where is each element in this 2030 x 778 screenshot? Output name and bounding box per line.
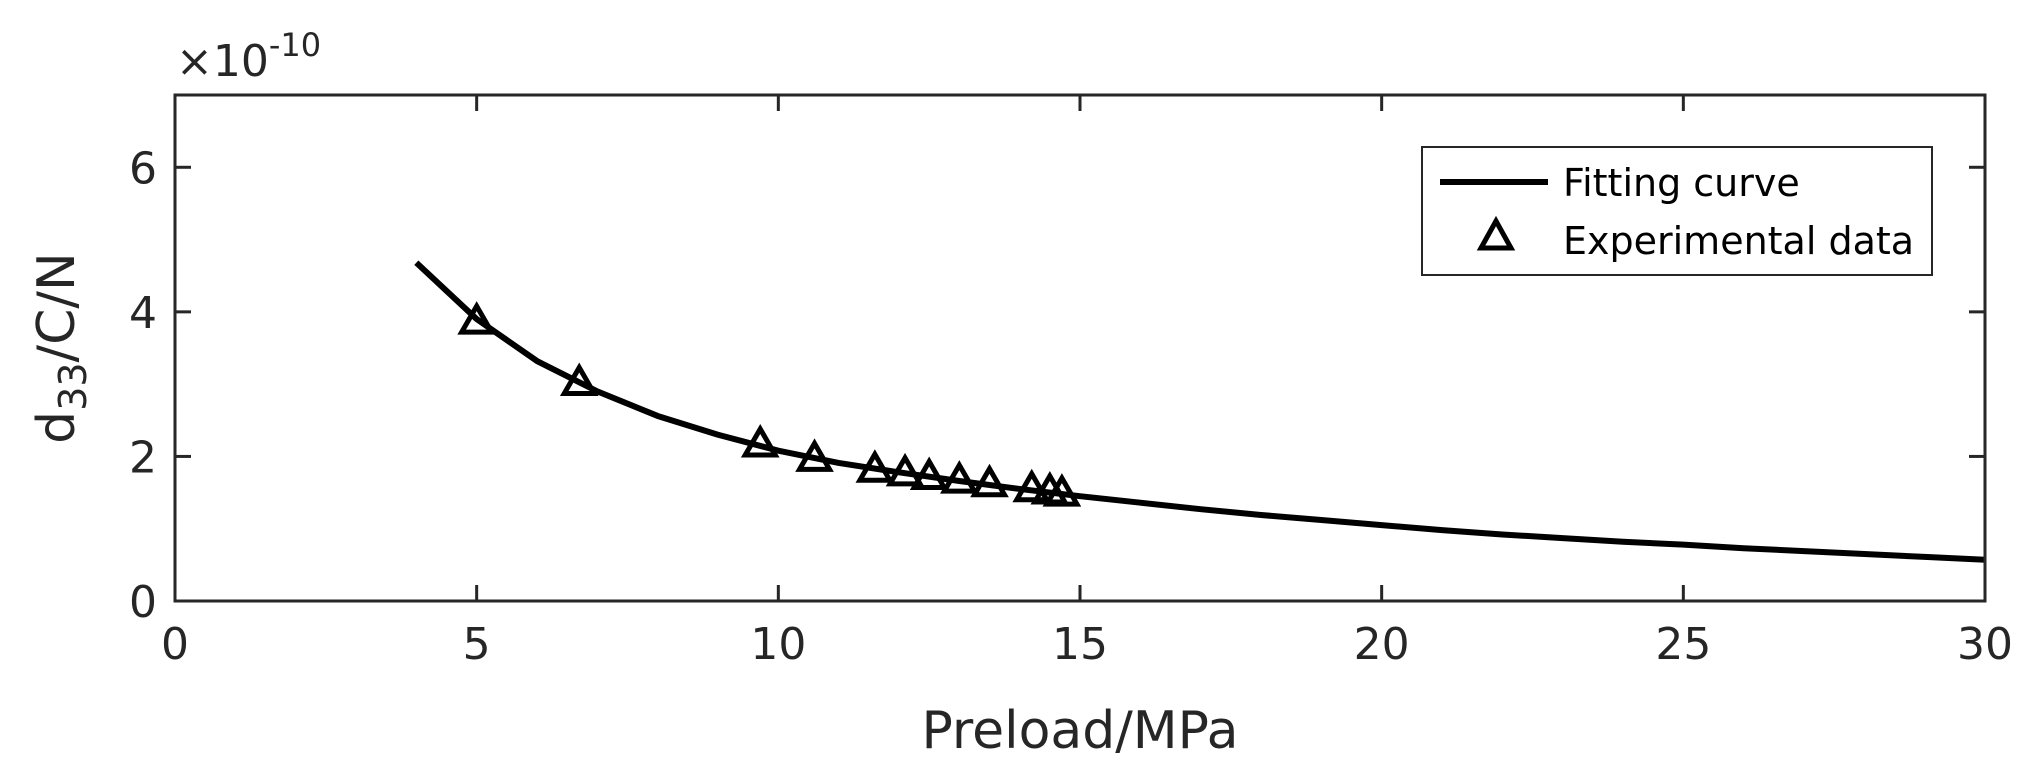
x-tick-label: 25 [1655, 619, 1711, 670]
fitting-curve-line [414, 260, 1986, 563]
ticks-group: 0 5 10 15 20 25 30 0 2 4 6 [129, 95, 2013, 670]
experimental-data-point [559, 362, 599, 397]
x-tick-label: 20 [1354, 619, 1410, 670]
legend-experimental-data-label: Experimental data [1563, 219, 1914, 263]
y-tick-label: 4 [129, 288, 157, 339]
x-tick-label: 30 [1957, 619, 2013, 670]
experimental-data-point [740, 423, 780, 458]
x-tick-label: 5 [463, 619, 491, 670]
y-axis-label: d33/C/N [27, 252, 95, 444]
experimental-data-point [855, 449, 895, 483]
y-axis-multiplier: ×10-10 [176, 26, 321, 87]
legend-fitting-curve-label: Fitting curve [1563, 161, 1800, 205]
experimental-data-point [457, 301, 496, 335]
y-label-main: d [27, 411, 87, 444]
y-tick-label: 0 [129, 577, 157, 628]
legend-triangle-marker-icon [1476, 215, 1516, 251]
experimental-data-point [909, 456, 949, 490]
y-multiplier-prefix: ×10 [176, 36, 269, 87]
x-tick-label: 15 [1052, 619, 1108, 670]
y-tick-label: 2 [129, 432, 157, 483]
experimental-data-point [1042, 473, 1082, 507]
experimental-data-point [970, 463, 1009, 498]
y-label-rest: /C/N [27, 252, 87, 362]
experimental-data-point [1012, 468, 1052, 503]
experimental-data-point [940, 460, 979, 494]
fitting-curve-group [414, 260, 1986, 563]
experimental-markers-group [457, 301, 1082, 507]
y-tick-label: 6 [129, 143, 157, 194]
experimental-data-point [885, 452, 925, 487]
legend-box [1421, 146, 1933, 276]
x-tick-label: 0 [161, 619, 189, 670]
x-axis-label: Preload/MPa [921, 701, 1238, 761]
y-label-subscript: 33 [51, 362, 95, 410]
y-multiplier-exponent: -10 [269, 26, 321, 64]
experimental-data-point [795, 438, 834, 472]
legend: Fitting curve Experimental data [1421, 146, 1933, 276]
plot-area-frame [173, 93, 1987, 603]
x-tick-label: 10 [750, 619, 806, 670]
